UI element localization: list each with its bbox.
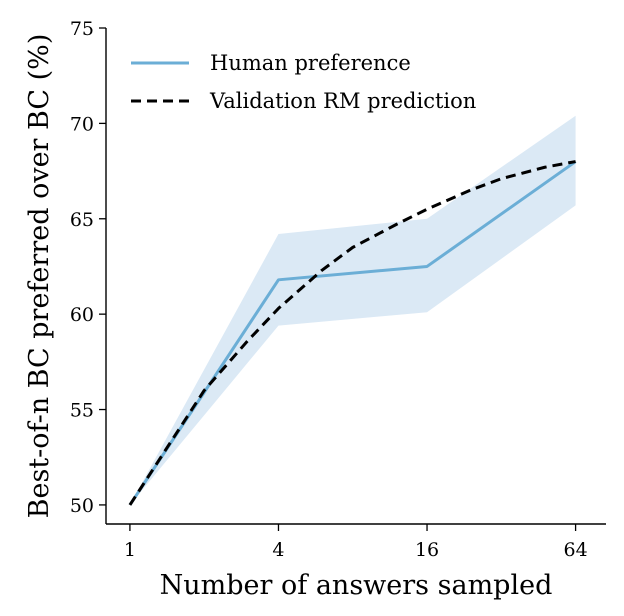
y-axis-title: Best-of-n BC preferred over BC (%) — [24, 34, 55, 519]
x-tick-label: 4 — [272, 539, 284, 561]
ticks-layer: 1 4 16 64 50 55 60 65 70 75 — [70, 18, 588, 561]
x-tick-label: 16 — [415, 539, 439, 561]
y-tick-label: 65 — [70, 209, 94, 231]
y-tick-label: 70 — [70, 113, 94, 135]
y-tick-label: 75 — [70, 18, 94, 40]
y-tick-label: 60 — [70, 304, 94, 326]
series-layer — [128, 160, 577, 506]
axes — [105, 28, 606, 525]
legend: Human preference Validation RM predictio… — [131, 51, 476, 113]
human-preference-confidence-band — [129, 115, 576, 505]
y-tick-label: 55 — [70, 400, 94, 422]
x-tick-label: 64 — [563, 539, 587, 561]
y-tick-label: 50 — [70, 495, 94, 517]
x-axis-title: Number of answers sampled — [160, 570, 553, 601]
legend-label-validation-rm-prediction: Validation RM prediction — [209, 89, 476, 113]
legend-label-human-preference: Human preference — [210, 51, 411, 75]
x-tick-label: 1 — [124, 539, 136, 561]
confidence-band-layer — [129, 115, 576, 505]
series-line-validation-rm-prediction — [128, 160, 576, 506]
